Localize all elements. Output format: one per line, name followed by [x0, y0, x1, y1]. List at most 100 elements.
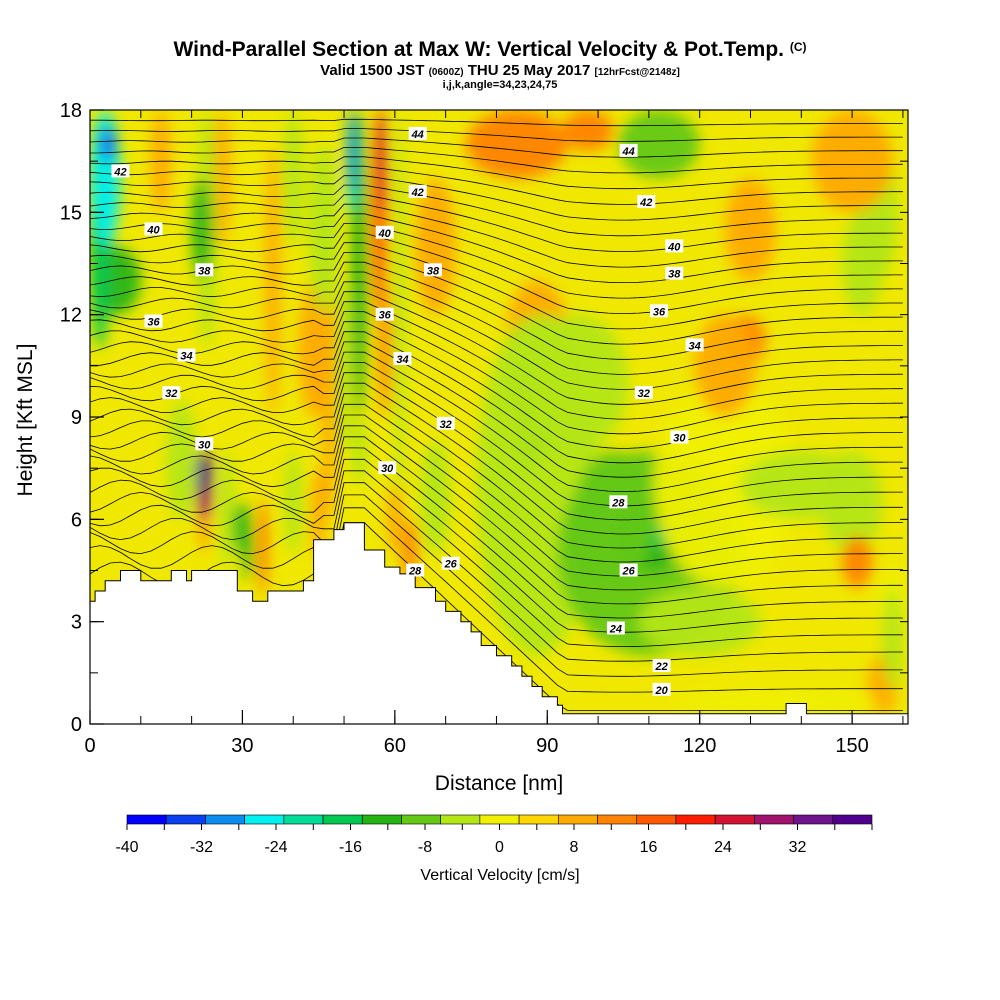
theta-line [90, 494, 903, 677]
theta-label: 36 [144, 314, 163, 329]
x-axis-label: Distance [nm] [435, 772, 563, 795]
theta-line [90, 156, 903, 190]
theta-label-box [195, 437, 214, 451]
theta-label-text: 20 [654, 685, 668, 697]
x-tick-label: 120 [683, 735, 716, 757]
velocity-cell [842, 212, 883, 315]
theta-line [90, 242, 903, 330]
theta-line [90, 321, 903, 449]
theta-label-text: 28 [611, 497, 625, 509]
theta-label-text: 38 [198, 265, 211, 277]
colorbar-swatch [322, 814, 363, 825]
velocity-cell [242, 519, 253, 581]
theta-label: 24 [606, 621, 625, 636]
colorbar-tick-label: -16 [339, 839, 362, 856]
velocity-cell [527, 314, 629, 452]
theta-label-box [665, 266, 684, 280]
x-tick-label: 150 [835, 735, 868, 757]
theta-label-box [637, 195, 656, 209]
theta-label-text: 36 [379, 310, 392, 322]
x-tick-label: 60 [384, 735, 406, 757]
theta-line [90, 458, 903, 633]
chart-indices: i,j,k,angle=34,23,24,75 [443, 79, 558, 91]
colorbar-swatch [479, 814, 520, 825]
theta-label: 32 [634, 386, 653, 400]
theta-label-box [375, 307, 394, 321]
y-axis-label: Height [Kft MSL] [14, 344, 37, 497]
theta-line [90, 311, 903, 435]
colorbar-swatch [558, 814, 598, 825]
theta-line [90, 351, 903, 492]
theta-label-box [652, 659, 671, 672]
theta-label-box [162, 386, 181, 400]
colorbar-tick-label: -8 [418, 839, 432, 856]
colorbar: -40 -32 -24 -16 -8 0 8 16 24 32 [115, 814, 873, 856]
velocity-cell [420, 440, 451, 554]
theta-label: 44 [619, 143, 638, 158]
y-tick-label: 12 [60, 305, 82, 327]
velocity-cell [694, 314, 756, 417]
theta-label-box [606, 621, 625, 635]
theta-line [90, 232, 903, 314]
theta-label: 40 [144, 222, 163, 236]
theta-label-box [670, 430, 689, 444]
colorbar-swatch [361, 814, 402, 825]
velocity-cell [386, 485, 403, 554]
velocity-cell [618, 110, 700, 179]
theta-label-text: 42 [639, 197, 652, 209]
theta-label: 36 [650, 304, 668, 318]
theta-label-text: 30 [381, 463, 394, 475]
theta-label-box [652, 682, 671, 696]
theta-label-box [144, 314, 163, 328]
colorbar-tick-label: 32 [789, 839, 807, 856]
theta-line [90, 213, 903, 283]
colorbar-swatch [597, 814, 638, 825]
chart-title: Wind-Parallel Section at Max W: Vertical… [173, 38, 806, 61]
theta-label: 38 [195, 263, 214, 277]
theta-label: 32 [436, 416, 455, 431]
terrain-mask [90, 522, 908, 724]
theta-line [90, 261, 903, 360]
theta-label-box [177, 348, 196, 362]
plot-area: 42 40 38 36 34 32 30 44 42 40 38 36 34 32 30 28 26 44 42 40… [90, 110, 908, 724]
theta-line [90, 436, 903, 605]
theta-label-box [424, 263, 442, 277]
theta-label-box [609, 495, 628, 509]
colorbar-tick-label: 24 [714, 839, 732, 856]
theta-line [90, 271, 903, 375]
velocity-cell [196, 451, 213, 496]
theta-line [90, 184, 903, 237]
theta-line [90, 223, 903, 299]
theta-label: 40 [375, 225, 394, 240]
theta-line [90, 301, 903, 420]
theta-label: 22 [652, 659, 671, 673]
velocity-cell [654, 382, 797, 588]
x-tick-label: 30 [231, 735, 253, 757]
theta-label-text: 34 [688, 340, 700, 352]
theta-line [90, 470, 903, 647]
theta-line [90, 341, 903, 478]
theta-line [90, 291, 903, 405]
theta-label: 28 [609, 495, 628, 509]
velocity-field [90, 110, 908, 714]
theta-line [90, 194, 903, 252]
velocity-cell [377, 110, 387, 213]
theta-label-text: 22 [654, 661, 667, 673]
colorbar-swatch [165, 814, 206, 825]
theta-line [90, 203, 903, 268]
theta-label-box [619, 143, 638, 157]
theta-label-text: 36 [147, 317, 160, 329]
theta-label-box [195, 263, 214, 277]
theta-label: 38 [424, 263, 442, 277]
velocity-cell [311, 468, 327, 561]
colorbar-tick-label: 0 [495, 839, 504, 856]
velocity-cell [674, 689, 878, 714]
theta-label: 34 [177, 348, 196, 363]
theta-label-text: 40 [667, 241, 681, 253]
theta-label-box [685, 338, 704, 352]
y-tick-label: 3 [71, 612, 82, 634]
y-tick-label: 15 [60, 202, 82, 224]
theta-label-text: 42 [411, 187, 424, 199]
theta-line [90, 147, 903, 174]
